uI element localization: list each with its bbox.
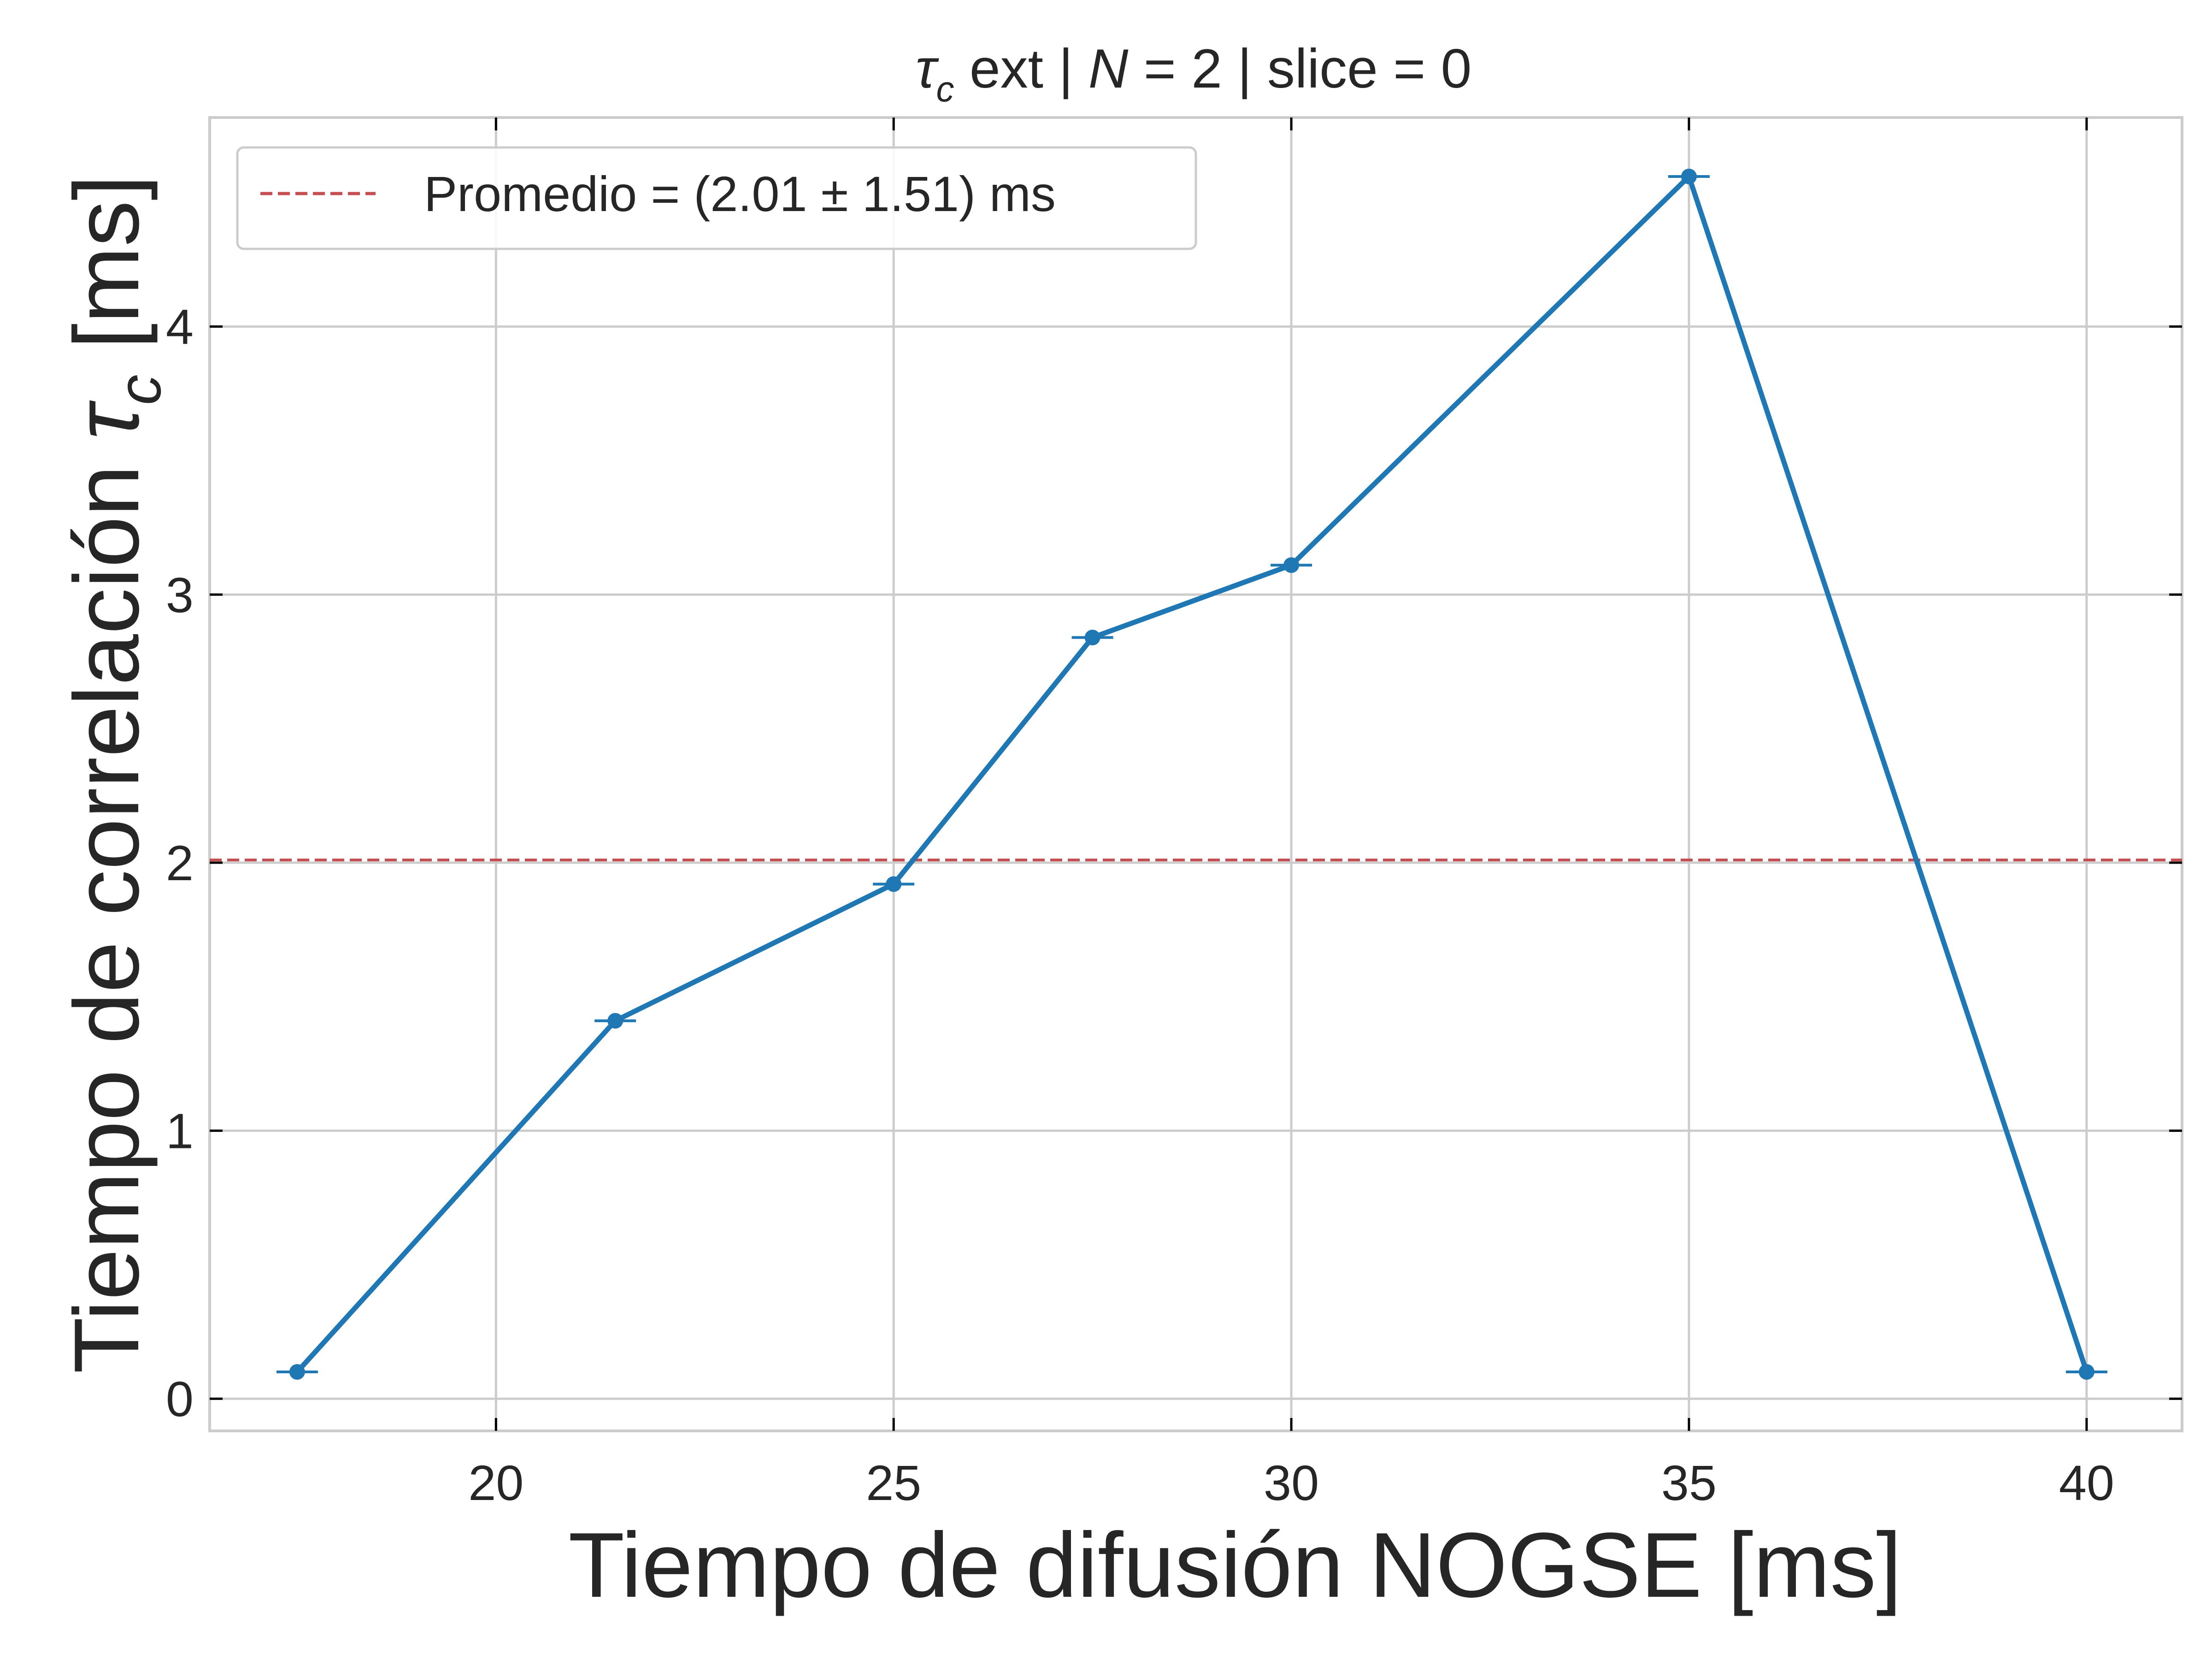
- data-point: [607, 1013, 624, 1029]
- data-point: [1681, 168, 1697, 184]
- y-label-tau-subscript: c: [106, 375, 173, 405]
- x-axis-label: Tiempo de difusión NOGSE [ms]: [568, 1514, 1902, 1617]
- x-tick-label: 30: [1264, 1455, 1319, 1511]
- x-tick-label: 40: [2059, 1455, 2114, 1511]
- x-tick-label: 35: [1661, 1455, 1717, 1511]
- y-tick-label: 4: [166, 299, 194, 355]
- y-tick-label: 1: [166, 1103, 194, 1159]
- chart-title: τc ext | N = 2 | slice = 0: [916, 38, 1472, 109]
- legend-label: Promedio = (2.01 ± 1.51) ms: [424, 166, 1056, 222]
- y-tick-label: 2: [166, 835, 194, 891]
- y-tick-label: 3: [166, 567, 194, 623]
- data-point: [2078, 1364, 2094, 1380]
- legend: Promedio = (2.01 ± 1.51) ms: [236, 146, 1197, 250]
- grid: [210, 118, 2182, 1431]
- y-label-prefix: Tiempo de correlación: [55, 440, 158, 1374]
- title-text-2: = 2 | slice = 0: [1128, 38, 1471, 100]
- data-layer: [210, 168, 2182, 1380]
- data-point: [886, 876, 902, 892]
- x-tick-label: 25: [866, 1455, 921, 1511]
- ticks: 20 25 30 35 40 0 1 2 3 4: [166, 118, 2182, 1511]
- title-text-1: ext |: [954, 38, 1088, 100]
- data-point: [289, 1364, 305, 1380]
- title-tau: τ: [916, 38, 940, 100]
- data-point: [1084, 629, 1100, 646]
- legend-box: [236, 146, 1197, 250]
- data-point: [1283, 557, 1300, 573]
- y-axis-label: Tiempo de correlación τc [ms]: [55, 175, 173, 1374]
- plot-frame: [208, 116, 2183, 1432]
- y-label-tau: τ: [55, 400, 158, 440]
- title-n: N: [1088, 38, 1129, 100]
- x-tick-label: 20: [468, 1455, 524, 1511]
- y-label-suffix: [ms]: [55, 175, 158, 375]
- title-tau-subscript: c: [936, 69, 954, 109]
- y-tick-label: 0: [166, 1371, 194, 1427]
